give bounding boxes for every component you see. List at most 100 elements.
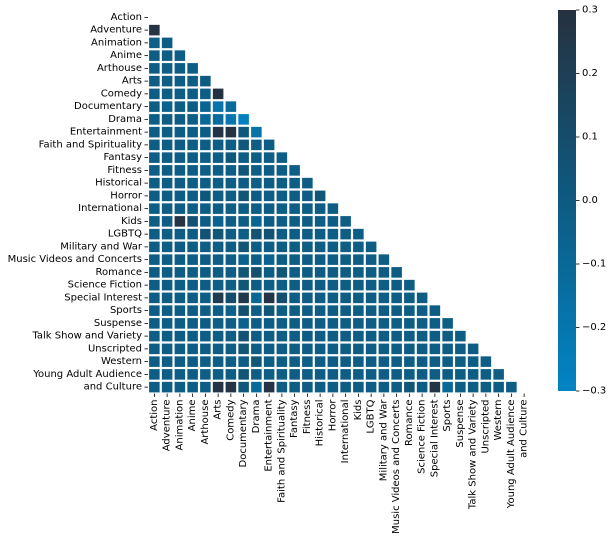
heatmap-cell: [289, 267, 300, 278]
heatmap-cell: [149, 63, 160, 74]
heatmap-cell: [327, 203, 339, 214]
heatmap-cell: [442, 343, 453, 355]
heatmap-cell: [149, 356, 160, 367]
heatmap-cell: [187, 63, 198, 74]
heatmap-cell: [480, 369, 492, 380]
heatmap-cell: [225, 369, 237, 380]
heatmap-cell: [200, 356, 211, 367]
heatmap-cell: [161, 114, 173, 125]
heatmap-cell: [149, 279, 160, 291]
heatmap-cell: [391, 330, 402, 342]
y-tick-label: Adventure: [90, 25, 142, 36]
x-tick-label: Drama: [251, 400, 262, 434]
heatmap-cell: [238, 343, 249, 355]
heatmap-cell: [200, 381, 211, 393]
heatmap-cell: [187, 75, 198, 87]
heatmap-cell: [161, 267, 173, 278]
heatmap-cell: [225, 216, 237, 227]
x-tick-label: Kids: [353, 400, 364, 421]
heatmap-cell: [200, 177, 211, 189]
heatmap-cell: [238, 216, 249, 227]
heatmap-cell: [289, 381, 300, 393]
heatmap-cell: [251, 305, 262, 316]
heatmap-cell: [302, 381, 313, 393]
heatmap-cell: [276, 356, 288, 367]
heatmap-cell: [149, 330, 160, 342]
heatmap-cell: [353, 279, 364, 291]
heatmap-cell: [263, 318, 275, 329]
heatmap-cell: [149, 203, 160, 214]
heatmap-cell: [391, 381, 402, 393]
heatmap-cell: [149, 343, 160, 355]
y-tick-label: LGBTQ: [108, 229, 142, 240]
heatmap-cell: [340, 292, 351, 304]
heatmap-cell: [238, 126, 249, 138]
heatmap-cell: [263, 139, 275, 151]
x-tick-label: Horror: [327, 399, 338, 432]
heatmap-cell: [263, 203, 275, 214]
colorbar-tick-label: 0.0: [582, 195, 598, 206]
y-tick-label: Historical: [95, 178, 142, 189]
heatmap-cell: [200, 279, 211, 291]
heatmap-cell: [302, 318, 313, 329]
heatmap-cell: [340, 216, 351, 227]
heatmap-cell: [314, 241, 326, 253]
heatmap-cell: [187, 381, 198, 393]
y-tick-label: Action: [111, 12, 142, 23]
heatmap-cell: [467, 381, 479, 393]
heatmap-cell: [289, 254, 300, 265]
heatmap-cell: [174, 152, 186, 163]
heatmap-cell: [276, 318, 288, 329]
colorbar-tick-label: 0.2: [582, 68, 598, 79]
heatmap-cell: [212, 152, 224, 163]
heatmap-cell: [149, 177, 160, 189]
heatmap-cell: [174, 190, 186, 202]
heatmap-cell: [212, 318, 224, 329]
heatmap-cell: [225, 190, 237, 202]
heatmap-cell: [200, 75, 211, 87]
heatmap-cell: [327, 318, 339, 329]
heatmap-cell: [442, 318, 453, 329]
heatmap-cell: [289, 228, 300, 240]
heatmap-cell: [416, 305, 428, 316]
heatmap-cell: [149, 114, 160, 125]
heatmap-cell: [225, 343, 237, 355]
heatmap-cell: [225, 203, 237, 214]
heatmap-cell: [161, 369, 173, 380]
heatmap-cell: [378, 254, 390, 265]
heatmap-cell: [251, 343, 262, 355]
y-tick-label: Science Fiction: [68, 280, 142, 291]
heatmap-cell: [149, 241, 160, 253]
heatmap-cell: [161, 305, 173, 316]
heatmap-cell: [225, 165, 237, 176]
heatmap-cell: [238, 330, 249, 342]
heatmap-cell: [149, 88, 160, 100]
heatmap-cell: [340, 356, 351, 367]
heatmap-cell: [174, 356, 186, 367]
heatmap-cell: [314, 203, 326, 214]
heatmap-cell: [251, 203, 262, 214]
heatmap-cell: [161, 356, 173, 367]
heatmap-cell: [238, 241, 249, 253]
heatmap-cell: [187, 254, 198, 265]
heatmap-cell: [327, 254, 339, 265]
heatmap-cell: [302, 369, 313, 380]
x-tick-label: Young Adult Audience: [506, 400, 517, 510]
heatmap-cell: [404, 305, 415, 316]
heatmap-cell: [314, 190, 326, 202]
heatmap-cell: [174, 216, 186, 227]
heatmap-cell: [187, 216, 198, 227]
heatmap-cell: [263, 279, 275, 291]
heatmap-cell: [225, 356, 237, 367]
heatmap-cell: [442, 330, 453, 342]
heatmap-cell: [225, 292, 237, 304]
x-tick-label: Anime: [187, 400, 198, 432]
heatmap-cell: [174, 203, 186, 214]
heatmap-cell: [455, 381, 466, 393]
colorbar-tick-label: −0.1: [582, 259, 606, 270]
heatmap-cell: [404, 330, 415, 342]
heatmap-cell: [161, 101, 173, 112]
heatmap-cell: [161, 330, 173, 342]
heatmap-cell: [455, 330, 466, 342]
heatmap-cell: [340, 318, 351, 329]
